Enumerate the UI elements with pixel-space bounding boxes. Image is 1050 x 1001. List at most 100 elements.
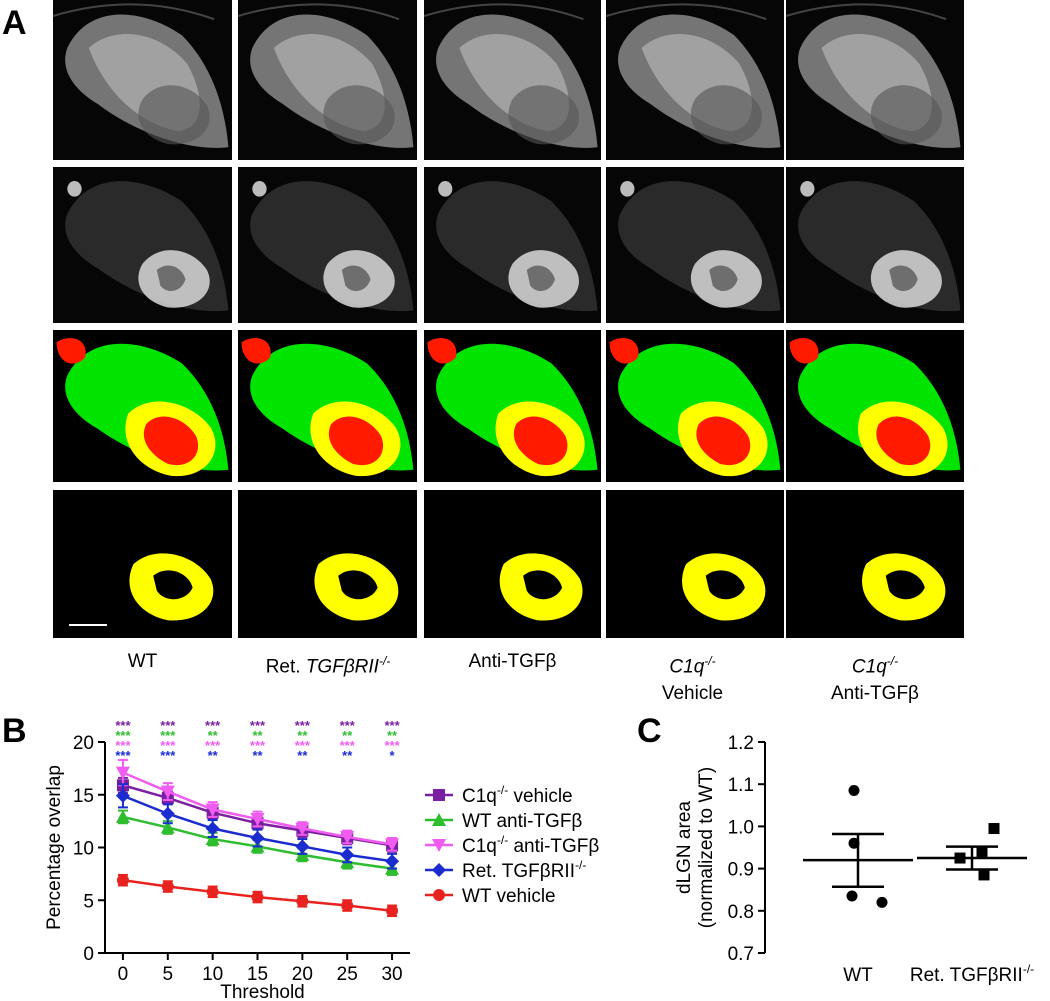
- significance-stars: ***: [340, 718, 356, 733]
- micrograph-overlay-red-green-yellow-col1: [53, 330, 232, 482]
- micrograph-grayscale-contralateral-col2: [238, 167, 417, 323]
- data-point: [250, 831, 265, 846]
- chart-b-percentage-overlap: 0 5 10 15 20 0 5 10 15 20 25 30 Threshold Percentage …: [44, 718, 599, 1001]
- significance-stars: ***: [384, 718, 400, 733]
- significance-stars: **: [208, 728, 219, 743]
- x-axis-label: Threshold: [220, 982, 305, 1001]
- data-point: [876, 896, 888, 908]
- significance-stars: ***: [295, 718, 311, 733]
- data-point: [205, 803, 220, 817]
- y-tick-label: 10: [73, 839, 94, 860]
- x-tick-label: 20: [292, 964, 313, 985]
- micrograph-overlay-red-green-yellow-col2: [238, 330, 417, 482]
- significance-stars: **: [252, 728, 263, 743]
- x-category-label: WT: [843, 965, 873, 986]
- legend-label: WT vehicle: [462, 886, 556, 907]
- data-point: [385, 838, 400, 852]
- x-tick-label: 30: [381, 964, 402, 985]
- data-point: [115, 766, 130, 780]
- data-point: [385, 854, 400, 869]
- column-label-anti-tgfb: Anti-TGFβ: [468, 651, 557, 672]
- legend-marker: [432, 813, 446, 826]
- significance-stars: **: [342, 748, 353, 763]
- significance-stars: ***: [115, 738, 131, 753]
- micrograph-grayscale-ipsilateral-col2: [238, 0, 417, 160]
- data-point: [206, 885, 219, 898]
- x-tick-label: 5: [163, 964, 174, 985]
- micrograph-grayscale-ipsilateral-col3: [424, 0, 601, 160]
- legend-label: Ret. TGFβRII-/-: [462, 858, 586, 882]
- micrograph-grayscale-ipsilateral-col4: [606, 0, 784, 160]
- data-point: [846, 890, 858, 902]
- data-point: [978, 869, 990, 881]
- panel-label-b: B: [2, 712, 27, 750]
- data-point: [848, 837, 860, 849]
- data-point: [295, 822, 310, 836]
- micrograph-overlay-red-green-yellow-col5: [786, 330, 964, 482]
- y-tick-label: 1.0: [728, 817, 754, 838]
- data-point: [205, 832, 220, 846]
- significance-stars: ***: [160, 718, 176, 733]
- y-axis-label: Percentage overlap: [44, 765, 65, 930]
- data-point: [205, 821, 220, 836]
- micrograph-grayscale-contralateral-col1: [53, 167, 232, 323]
- y-tick-label: 1.1: [728, 775, 754, 796]
- column-label-wt: WT: [127, 651, 158, 672]
- x-tick-label: 15: [247, 964, 268, 985]
- significance-stars: **: [342, 728, 353, 743]
- significance-stars: ***: [384, 738, 400, 753]
- data-point: [115, 788, 130, 803]
- group-0: [803, 785, 913, 908]
- significance-stars: **: [208, 748, 219, 763]
- significance-stars: **: [252, 748, 263, 763]
- legend-label: C1q-/- vehicle: [462, 783, 573, 807]
- panel-label-c: C: [637, 712, 662, 750]
- data-point: [160, 785, 175, 799]
- panel-label-a: A: [2, 4, 27, 42]
- data-point: [848, 785, 860, 797]
- group-1: [917, 823, 1027, 881]
- legend-marker: [433, 889, 445, 901]
- data-point: [976, 846, 988, 858]
- micrograph-overlay-red-green-yellow-col4: [606, 330, 784, 482]
- data-point: [116, 874, 129, 887]
- series-3: [115, 783, 400, 870]
- significance-stars: ***: [115, 718, 131, 733]
- micrograph-grayscale-ipsilateral-col1: [53, 0, 232, 160]
- significance-stars: ***: [160, 748, 176, 763]
- data-point: [160, 820, 175, 834]
- micrograph-grayscale-contralateral-col3: [424, 167, 601, 323]
- micrograph-overlap-yellow-col3: [424, 490, 601, 638]
- y-axis-label-line1: dLGN area: [674, 801, 695, 894]
- legend-label: C1q-/- anti-TGFβ: [462, 833, 599, 857]
- y-tick-label: 0.9: [728, 860, 754, 881]
- legend-marker: [432, 839, 446, 852]
- significance-stars: ***: [340, 738, 356, 753]
- significance-stars: ***: [295, 738, 311, 753]
- data-point: [988, 823, 1000, 835]
- y-tick-label: 0.7: [728, 944, 754, 965]
- x-tick-label: 0: [118, 964, 129, 985]
- column-label-ret-tgfbrii: Ret. TGFβRII-/-: [265, 654, 391, 678]
- y-tick-label: 0: [83, 944, 94, 965]
- data-point: [115, 809, 130, 823]
- legend-marker: [432, 863, 446, 877]
- data-point: [386, 904, 399, 917]
- column-label-c1q-anti-tgfb: C1q-/- Anti-TGFβ: [831, 654, 919, 705]
- micrograph-overlap-yellow-col4: [606, 490, 784, 638]
- y-tick-label: 5: [83, 891, 94, 912]
- x-tick-label: 10: [202, 964, 223, 985]
- data-point: [954, 852, 966, 864]
- micrograph-overlap-yellow-col2: [238, 490, 417, 638]
- series-2: [115, 758, 400, 852]
- legend-item: C1q-/- vehicle: [425, 783, 573, 807]
- scale-bar: [69, 624, 107, 626]
- data-point: [295, 839, 310, 854]
- micrograph-overlap-yellow-col5: [786, 490, 964, 638]
- y-axis-label-line2: (normalized to WT): [696, 767, 717, 929]
- data-point: [296, 895, 309, 908]
- significance-stars: ***: [115, 748, 131, 763]
- column-label-c1q-vehicle: C1q-/- Vehicle: [661, 654, 724, 705]
- significance-stars: **: [297, 728, 308, 743]
- micrograph-grayscale-ipsilateral-col5: [786, 0, 964, 160]
